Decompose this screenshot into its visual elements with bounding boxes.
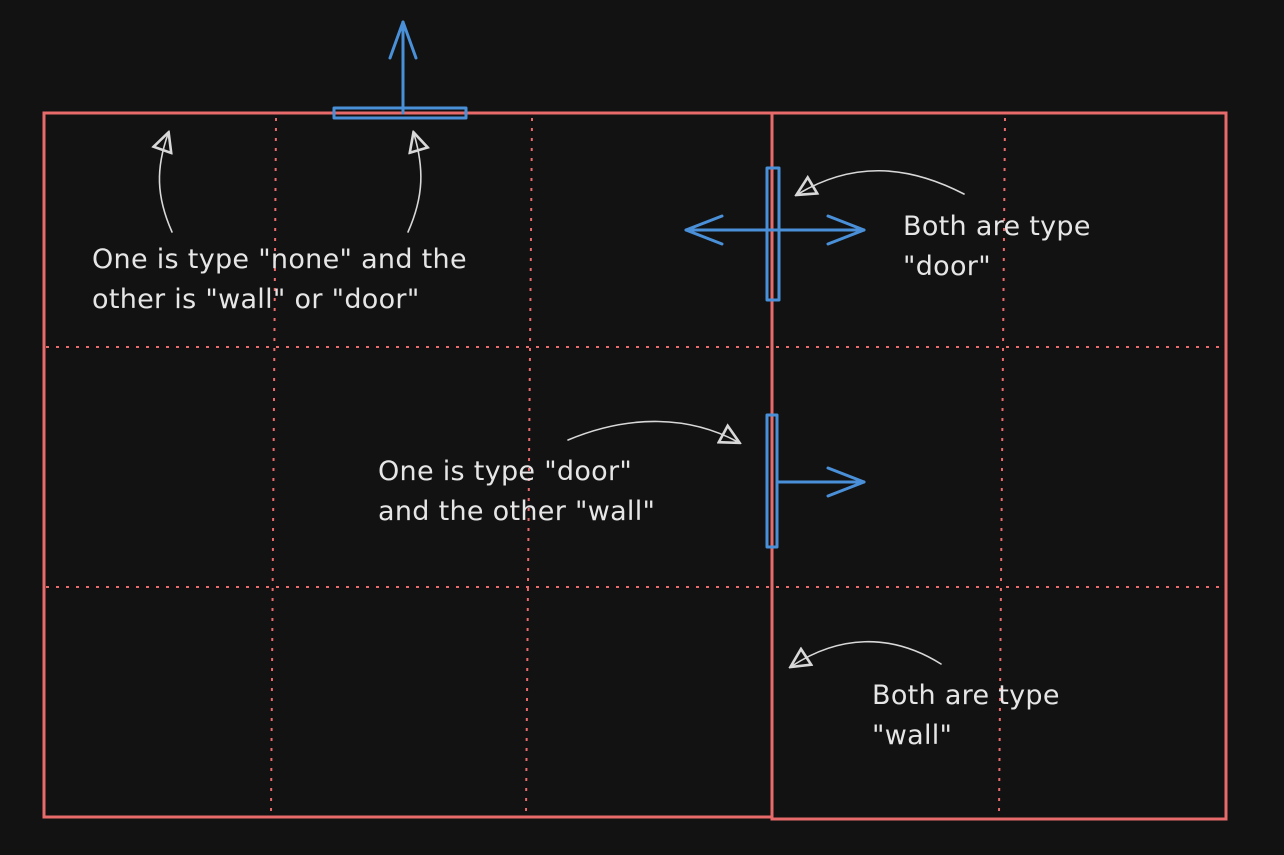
annotation-door-wall-line2: and the other "wall"	[378, 496, 656, 527]
connection-door-wall	[765, 413, 866, 549]
annotation-arrow-both-door	[798, 169, 965, 194]
annotation-arrow-left-up	[159, 134, 173, 233]
room-right	[770, 111, 1228, 821]
grid-vertical-line-2	[525, 117, 533, 816]
annotation-both-wall: Both are type "wall"	[872, 676, 1060, 756]
annotation-arrows	[159, 134, 965, 666]
annotation-none-wall: One is type "none" and the other is "wal…	[92, 240, 467, 320]
annotation-both-wall-line1: Both are type	[872, 680, 1060, 711]
grid-vertical-line-3	[998, 117, 1006, 816]
connection-door-door-head-right	[826, 214, 866, 246]
annotation-none-wall-line1: One is type "none" and the	[92, 244, 467, 275]
connection-top-bar	[332, 106, 468, 120]
connection-top	[332, 20, 468, 120]
connection-door-wall-head	[826, 466, 866, 498]
annotation-arrow-both-wall	[792, 640, 942, 666]
annotation-both-door-line1: Both are type	[903, 211, 1091, 242]
annotation-both-wall-line2: "wall"	[872, 720, 953, 751]
annotation-none-wall-line2: other is "wall" or "door"	[92, 284, 420, 315]
annotation-both-door: Both are type "door"	[903, 207, 1091, 287]
connection-door-door-bar	[765, 166, 781, 302]
grid-lines	[46, 117, 1222, 816]
annotation-both-door-line2: "door"	[903, 251, 991, 282]
grid-vertical-line-1	[270, 117, 277, 816]
annotation-arrow-right-up	[407, 134, 421, 233]
annotation-door-wall-line1: One is type "door"	[378, 456, 633, 487]
annotation-door-wall: One is type "door" and the other "wall"	[378, 452, 655, 532]
annotation-arrow-door-wall	[567, 420, 738, 442]
connection-door-door	[684, 166, 866, 302]
connection-door-door-head-left	[684, 214, 724, 246]
connection-top-arrow-head	[388, 20, 418, 60]
